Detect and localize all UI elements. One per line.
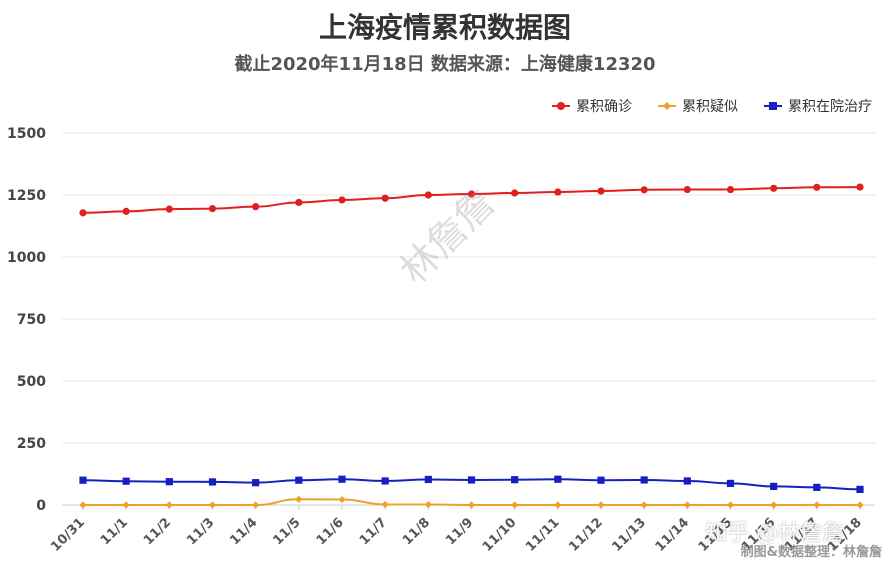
- data-point: [856, 183, 864, 191]
- data-point: [726, 479, 735, 488]
- data-point: [511, 501, 519, 509]
- data-point: [770, 184, 778, 192]
- y-tick-label: 1250: [7, 188, 46, 204]
- x-tick-label: 11/9: [443, 515, 476, 548]
- data-point: [295, 198, 303, 207]
- x-tick-label: 11/5: [271, 515, 304, 548]
- x-tick-label: 11/12: [566, 515, 606, 555]
- x-tick-label: 11/15: [696, 515, 736, 555]
- legend-item-1[interactable]: 累积疑似: [658, 96, 738, 116]
- legend-label: 累积在院治疗: [788, 99, 872, 115]
- data-point: [295, 476, 303, 484]
- data-point: [165, 501, 173, 509]
- data-point: [165, 478, 173, 486]
- data-point: [726, 185, 735, 194]
- credit-text: 制图&数据整理：林詹詹: [740, 545, 882, 560]
- data-point: [338, 196, 346, 204]
- data-point: [122, 207, 130, 215]
- x-tick-label: 10/31: [48, 515, 88, 555]
- data-point: [208, 501, 217, 509]
- legend-item-0[interactable]: 累积确诊: [552, 96, 632, 116]
- data-point: [79, 209, 87, 217]
- legend-item-2[interactable]: 累积在院治疗: [764, 96, 872, 116]
- y-tick-label: 1500: [7, 126, 46, 142]
- data-point: [381, 477, 389, 485]
- x-tick-label: 11/10: [480, 515, 520, 555]
- x-tick-label: 11/14: [653, 515, 693, 555]
- data-point: [813, 501, 821, 509]
- x-tick-label: 11/2: [141, 515, 174, 548]
- y-tick-label: 250: [17, 436, 46, 452]
- data-point: [252, 479, 260, 487]
- data-point: [640, 476, 648, 484]
- data-point: [640, 501, 648, 509]
- x-tick-label: 11/6: [314, 515, 347, 548]
- data-point: [122, 477, 130, 485]
- data-point: [252, 501, 260, 509]
- data-point: [122, 501, 130, 509]
- data-point: [597, 187, 605, 195]
- y-tick-label: 750: [17, 312, 46, 328]
- data-point: [208, 478, 217, 486]
- chart-title: 上海疫情累积数据图: [318, 11, 571, 44]
- data-point: [424, 500, 432, 509]
- data-point: [597, 501, 605, 509]
- y-tick-label: 1000: [7, 250, 46, 266]
- legend-swatch: [658, 102, 676, 110]
- data-point: [208, 205, 217, 213]
- data-point: [381, 194, 389, 202]
- legend-swatch: [552, 102, 570, 110]
- data-point: [683, 477, 691, 485]
- data-point: [424, 475, 432, 484]
- data-point: [683, 501, 691, 509]
- data-point: [338, 495, 346, 504]
- data-point: [856, 485, 864, 493]
- data-point: [511, 476, 519, 484]
- data-point: [252, 203, 260, 211]
- x-tick-label: 11/1: [98, 515, 131, 548]
- x-tick-label: 11/8: [400, 515, 433, 548]
- legend: 累积确诊 累积疑似 累积在院治疗: [552, 96, 872, 116]
- data-point: [554, 501, 562, 509]
- data-point: [79, 501, 87, 509]
- data-point: [813, 183, 821, 191]
- y-tick-label: 500: [17, 374, 46, 390]
- data-point: [467, 501, 476, 509]
- data-point: [770, 482, 778, 490]
- x-tick-label: 11/11: [523, 515, 563, 555]
- data-point: [554, 475, 562, 483]
- data-point: [683, 185, 691, 194]
- data-point: [726, 501, 735, 509]
- x-tick-label: 11/4: [227, 515, 260, 548]
- data-point: [467, 476, 476, 484]
- data-point: [165, 205, 173, 213]
- data-point: [770, 501, 778, 509]
- x-tick-label: 11/3: [184, 515, 217, 548]
- legend-swatch: [764, 102, 782, 110]
- data-point: [554, 188, 562, 196]
- data-point: [640, 186, 648, 194]
- data-point: [511, 189, 519, 197]
- data-point: [338, 475, 346, 483]
- chart-subtitle: 截止2020年11月18日 数据来源：上海健康12320: [234, 54, 656, 75]
- data-point: [295, 495, 303, 503]
- x-tick-label: 11/7: [357, 515, 390, 548]
- data-point: [813, 483, 821, 491]
- data-point: [79, 476, 87, 484]
- x-tick-label: 11/13: [609, 515, 649, 555]
- legend-label: 累积确诊: [576, 99, 632, 115]
- data-point: [424, 191, 432, 199]
- data-point: [597, 476, 605, 484]
- data-point: [856, 501, 864, 509]
- data-point: [381, 500, 389, 509]
- legend-label: 累积疑似: [682, 99, 738, 115]
- y-tick-label: 0: [36, 498, 46, 514]
- data-point: [467, 190, 476, 198]
